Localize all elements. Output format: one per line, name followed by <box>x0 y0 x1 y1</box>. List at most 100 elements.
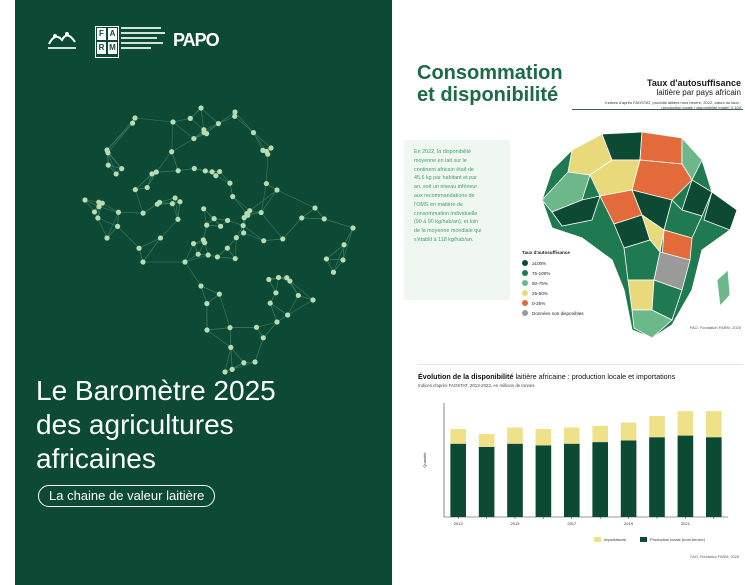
map-legend-item: 25-50% <box>522 288 584 298</box>
network-edge <box>156 151 172 173</box>
network-edge <box>106 122 133 151</box>
network-node <box>96 199 102 205</box>
network-node <box>247 208 253 214</box>
network-edge <box>107 122 133 153</box>
bar-imports <box>478 433 495 447</box>
farm-logo-letter: M <box>108 42 117 54</box>
network-node <box>261 238 267 244</box>
network-node <box>144 184 150 191</box>
chart-subtitle: Indices d'après FAOSTAT, 2013-2022, en m… <box>418 383 535 388</box>
network-node <box>172 195 178 201</box>
bar-production <box>535 445 552 517</box>
network-edge <box>224 347 232 373</box>
bar-production <box>705 437 722 517</box>
network-node <box>153 169 159 175</box>
network-node <box>222 369 228 375</box>
network-edge <box>203 208 207 226</box>
network-edge <box>270 302 288 316</box>
network-node <box>205 252 211 258</box>
network-node <box>312 205 318 211</box>
legend-swatch <box>522 280 528 286</box>
network-node <box>182 259 188 265</box>
network-edge <box>118 211 144 214</box>
network-node <box>224 245 230 251</box>
network-edge <box>301 207 316 219</box>
network-edge <box>242 225 264 241</box>
network-node <box>204 300 210 307</box>
chart-title-rest: laitière africaine : production locale e… <box>513 372 676 381</box>
network-node <box>96 204 102 210</box>
network-node <box>190 241 197 247</box>
network-node <box>115 209 122 215</box>
network-node <box>241 230 247 236</box>
chart-credit: FAO, Fondation FARM, 2025 <box>690 555 739 559</box>
network-node <box>187 115 193 121</box>
network-node <box>266 276 272 283</box>
network-edge <box>234 111 254 133</box>
network-edge <box>232 196 248 214</box>
network-edge <box>171 151 179 171</box>
map-country-region <box>631 159 693 201</box>
x-tick-label: 2019 <box>624 521 634 526</box>
farm-logo: F A R M <box>95 26 119 58</box>
x-tick-label: 2017 <box>567 521 577 526</box>
network-edge <box>260 212 283 240</box>
africa-network-illustration <box>82 105 356 375</box>
farm-logo-tagline <box>121 27 169 55</box>
bar-imports <box>507 427 523 444</box>
network-node <box>140 259 146 265</box>
bar-imports <box>705 411 722 438</box>
network-node <box>170 119 176 125</box>
network-edge <box>135 173 153 190</box>
farm-logo-letter: R <box>97 42 106 54</box>
bar-imports <box>620 422 637 441</box>
legend-swatch <box>522 300 528 306</box>
map-country-region <box>541 171 591 213</box>
network-edge <box>282 217 302 240</box>
map-legend-item: 75-100% <box>522 268 584 278</box>
network-node <box>330 269 337 275</box>
network-node <box>129 120 136 126</box>
network-edge <box>232 361 256 370</box>
network-edge <box>106 226 118 239</box>
map-country-region <box>663 199 703 239</box>
network-edge <box>134 117 174 123</box>
legend-label: Données non disponibles <box>532 310 584 316</box>
network-edge <box>106 212 119 239</box>
network-edge <box>301 217 325 220</box>
map-legend-title: Taux d'autosuffisance <box>522 250 570 255</box>
network-edge <box>171 138 195 152</box>
network-node <box>258 209 264 216</box>
chart-legend-swatch <box>640 537 648 543</box>
section-divider <box>418 364 743 365</box>
network-node <box>273 290 279 296</box>
network-node <box>280 236 286 242</box>
network-edge <box>174 197 179 220</box>
network-node <box>299 215 305 221</box>
network-edge <box>218 116 235 124</box>
network-edge <box>253 132 272 149</box>
network-edge <box>97 217 118 227</box>
network-node <box>119 166 125 172</box>
network-edge <box>178 168 195 172</box>
network-node <box>227 180 233 186</box>
network-edge <box>227 220 244 226</box>
network-edge <box>142 237 161 263</box>
network-node <box>191 165 197 172</box>
network-edge <box>138 237 161 249</box>
network-node <box>323 256 330 262</box>
network-edge <box>254 337 264 363</box>
network-node <box>218 223 224 229</box>
network-node <box>240 222 246 229</box>
farm-logo-letter: F <box>97 28 106 40</box>
network-edge <box>107 152 117 175</box>
network-edge <box>234 237 237 259</box>
cover-title-line: Le Baromètre 2025 <box>36 375 276 406</box>
network-edge <box>326 244 345 260</box>
network-node <box>211 216 217 222</box>
network-edge <box>219 294 231 328</box>
network-node <box>250 130 257 136</box>
network-node <box>149 171 155 177</box>
network-node <box>284 275 290 281</box>
map-legend-item: 50-75% <box>522 278 584 288</box>
